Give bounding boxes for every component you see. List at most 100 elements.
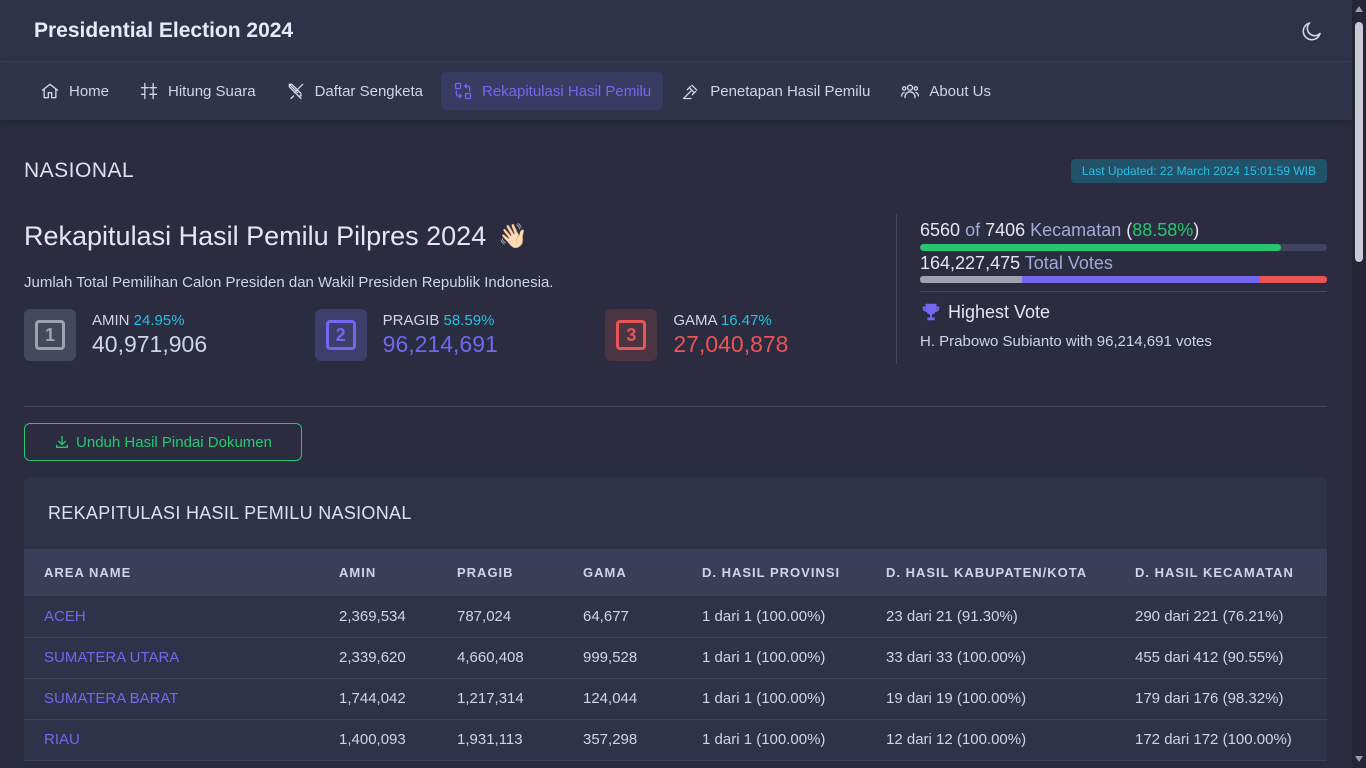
col-d-hasil-provinsi[interactable]: D. HASIL PROVINSI: [702, 565, 841, 580]
recap-card-title: REKAPITULASI HASIL PEMILU NASIONAL: [48, 503, 412, 523]
main-nav: Home Hitung Suara Daftar Sengketa Rekapi…: [0, 62, 1352, 120]
cell-gama: 999,528: [563, 637, 682, 679]
area-link[interactable]: RIAU: [24, 719, 319, 761]
number-3-icon: 3: [616, 320, 647, 350]
area-link[interactable]: SUMATERA UTARA: [24, 637, 319, 679]
candidate-2-votes: 96,214,691: [382, 331, 498, 357]
cell-provinsi: 1 dari 1 (100.00%): [682, 678, 866, 720]
cell-pragib: 1,931,113: [437, 719, 563, 761]
candidate-1-votes: 40,971,906: [92, 331, 208, 357]
col-amin[interactable]: AMIN: [339, 565, 377, 580]
cell-provinsi: 1 dari 1 (100.00%): [682, 719, 866, 761]
nav-daftar-sengketa[interactable]: Daftar Sengketa: [274, 72, 435, 110]
summary-title: Rekapitulasi Hasil Pemilu Pilpres 2024 👋…: [24, 221, 896, 252]
total-votes-line: 164,227,475 Total Votes: [920, 253, 1327, 274]
table-row: RIAU 1,400,093 1,931,113 357,298 1 dari …: [24, 719, 1327, 761]
nav-rekapitulasi-label: Rekapitulasi Hasil Pemilu: [481, 82, 652, 100]
candidate-1-name-line: AMIN 24.95%: [92, 312, 207, 329]
scroll-down-arrow-icon[interactable]: [1355, 756, 1363, 762]
nav-about-us-label: About Us: [929, 82, 992, 100]
wave-icon: 👋🏻: [498, 223, 529, 250]
vote-share-pragib: [1021, 276, 1260, 283]
top-bar: Presidential Election 2024: [0, 0, 1352, 62]
kecamatan-progress-fill: [920, 244, 1281, 251]
candidate-1-badge: 1: [24, 309, 76, 361]
cell-pragib: 1,217,314: [437, 678, 563, 720]
kecamatan-progress-label: 6560 of 7406 Kecamatan (88.58%): [920, 220, 1200, 240]
candidate-2-name: PRAGIB: [382, 312, 440, 329]
summary-left: Rekapitulasi Hasil Pemilu Pilpres 2024 👋…: [24, 220, 896, 398]
candidate-3: 3 GAMA 16.47% 27,040,878: [605, 309, 896, 361]
candidate-list: 1 AMIN 24.95% 40,971,906 2 PRAGIB 58.59%…: [24, 309, 896, 361]
candidate-3-badge: 3: [605, 309, 658, 361]
highest-vote-heading: Highest Vote: [920, 301, 1327, 323]
cell-pragib: 4,660,408: [437, 637, 563, 679]
vote-share-gama: [1259, 276, 1327, 283]
home-icon: [41, 83, 59, 99]
highest-vote-title: Highest Vote: [948, 301, 1051, 322]
area-link[interactable]: SUMATERA BARAT: [24, 678, 319, 720]
kecamatan-unit: Kecamatan: [1030, 220, 1122, 240]
cell-provinsi: 1 dari 1 (100.00%): [682, 637, 866, 679]
cell-kabupaten: 12 dari 12 (100.00%): [866, 719, 1115, 761]
candidate-3-name-line: GAMA 16.47%: [673, 312, 788, 329]
cell-provinsi: 1 dari 1 (100.00%): [682, 596, 866, 638]
app-title: Presidential Election 2024: [34, 18, 294, 42]
exchange-icon: [454, 82, 472, 100]
nav-hitung-suara-label: Hitung Suara: [168, 82, 256, 100]
section-divider: [24, 406, 1327, 407]
cell-kecamatan: 290 dari 221 (76.21%): [1115, 596, 1327, 638]
number-2-icon: 2: [325, 320, 356, 350]
candidate-3-pct: 16.47%: [720, 312, 772, 329]
cell-kabupaten: 19 dari 19 (100.00%): [866, 678, 1115, 720]
col-d-hasil-kecamatan[interactable]: D. HASIL KECAMATAN: [1135, 565, 1294, 580]
nav-home[interactable]: Home: [28, 72, 121, 110]
col-d-hasil-kabupaten[interactable]: D. HASIL KABUPATEN/KOTA: [886, 565, 1088, 580]
users-icon: [901, 84, 920, 99]
col-area-name[interactable]: AREA NAME: [44, 565, 132, 580]
candidate-1-name: AMIN: [92, 312, 130, 329]
cell-pragib: 787,024: [437, 596, 563, 638]
nav-home-label: Home: [69, 82, 110, 100]
col-gama[interactable]: GAMA: [583, 565, 627, 580]
recap-card: REKAPITULASI HASIL PEMILU NASIONAL AREA …: [24, 477, 1327, 761]
last-updated-badge: Last Updated: 22 March 2024 15:01:59 WIB: [1070, 159, 1327, 183]
col-pragib[interactable]: PRAGIB: [457, 565, 514, 580]
table-header-row: AREA NAME AMIN PRAGIB GAMA D. HASIL PROV…: [24, 549, 1327, 596]
candidate-2-name-line: PRAGIB 58.59%: [383, 312, 498, 329]
vote-share-bar: [920, 276, 1327, 283]
candidate-3-votes: 27,040,878: [673, 331, 789, 357]
vertical-divider: [896, 214, 897, 364]
candidate-2-badge: 2: [314, 309, 367, 361]
gavel-icon: [683, 84, 698, 100]
cell-kecamatan: 172 dari 172 (100.00%): [1115, 719, 1327, 761]
nav-penetapan-label: Penetapan Hasil Pemilu: [710, 82, 871, 100]
cell-kabupaten: 33 dari 33 (100.00%): [866, 637, 1115, 679]
scope-row: NASIONAL Last Updated: 22 March 2024 15:…: [24, 120, 1327, 220]
highest-vote-desc: H. Prabowo Subianto with 96,214,691 vote…: [920, 333, 1212, 350]
main-content: NASIONAL Last Updated: 22 March 2024 15:…: [24, 120, 1327, 761]
nav-rekapitulasi[interactable]: Rekapitulasi Hasil Pemilu: [440, 72, 664, 110]
summary-description: Jumlah Total Pemilihan Calon Presiden da…: [24, 274, 554, 291]
recap-table: AREA NAME AMIN PRAGIB GAMA D. HASIL PROV…: [24, 549, 1327, 761]
candidate-1: 1 AMIN 24.95% 40,971,906: [24, 309, 315, 361]
scroll-thumb[interactable]: [1355, 22, 1363, 262]
summary-right: 6560 of 7406 Kecamatan (88.58%) 164,227,…: [920, 220, 1327, 398]
candidate-1-pct: 24.95%: [133, 312, 185, 329]
scroll-up-arrow-icon[interactable]: [1355, 6, 1363, 12]
cell-amin: 1,400,093: [319, 719, 437, 761]
scope-title: NASIONAL: [24, 159, 135, 182]
candidate-2: 2 PRAGIB 58.59% 96,214,691: [314, 309, 606, 361]
vote-share-amin: [920, 276, 1022, 283]
total-votes-value: 164,227,475: [920, 253, 1021, 273]
swords-icon: [288, 83, 303, 100]
summary-section: Rekapitulasi Hasil Pemilu Pilpres 2024 👋…: [24, 214, 1327, 398]
moon-icon[interactable]: [1300, 19, 1324, 43]
nav-about-us[interactable]: About Us: [888, 72, 1003, 110]
table-row: SUMATERA UTARA 2,339,620 4,660,408 999,5…: [24, 637, 1327, 679]
page-scrollbar[interactable]: [1352, 0, 1366, 768]
area-link[interactable]: ACEH: [24, 596, 319, 638]
nav-penetapan[interactable]: Penetapan Hasil Pemilu: [669, 72, 882, 110]
download-scan-button[interactable]: Unduh Hasil Pindai Dokumen: [24, 423, 302, 461]
nav-hitung-suara[interactable]: Hitung Suara: [127, 72, 268, 110]
